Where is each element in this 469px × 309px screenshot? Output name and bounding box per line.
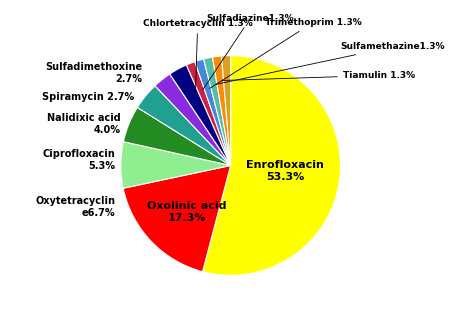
Text: Oxytetracyclin
e6.7%: Oxytetracyclin e6.7% — [35, 197, 115, 218]
Wedge shape — [204, 57, 231, 166]
Wedge shape — [186, 61, 231, 166]
Text: Sulfamethazine1.3%: Sulfamethazine1.3% — [216, 42, 445, 84]
Wedge shape — [221, 56, 231, 166]
Text: Nalidixic acid
4.0%: Nalidixic acid 4.0% — [47, 113, 121, 134]
Text: Tiamulin 1.3%: Tiamulin 1.3% — [222, 71, 415, 80]
Wedge shape — [212, 56, 231, 166]
Text: Sulfadiazine1.3%: Sulfadiazine1.3% — [203, 14, 294, 90]
Text: Spiramycin 2.7%: Spiramycin 2.7% — [42, 92, 134, 102]
Wedge shape — [123, 166, 231, 272]
Wedge shape — [121, 142, 231, 188]
Text: Ciprofloxacin
5.3%: Ciprofloxacin 5.3% — [43, 149, 115, 171]
Wedge shape — [170, 65, 231, 166]
Text: Trimethoprim 1.3%: Trimethoprim 1.3% — [210, 18, 362, 88]
Text: Chlortetracyclin 1.3%: Chlortetracyclin 1.3% — [143, 19, 252, 92]
Wedge shape — [195, 59, 231, 166]
Wedge shape — [123, 108, 231, 166]
Wedge shape — [137, 86, 231, 166]
Wedge shape — [155, 74, 231, 166]
Text: Oxolinic acid
17.3%: Oxolinic acid 17.3% — [147, 201, 227, 223]
Text: Enrofloxacin
53.3%: Enrofloxacin 53.3% — [246, 160, 324, 182]
Wedge shape — [203, 56, 340, 275]
Text: Sulfadimethoxine
2.7%: Sulfadimethoxine 2.7% — [45, 62, 143, 84]
